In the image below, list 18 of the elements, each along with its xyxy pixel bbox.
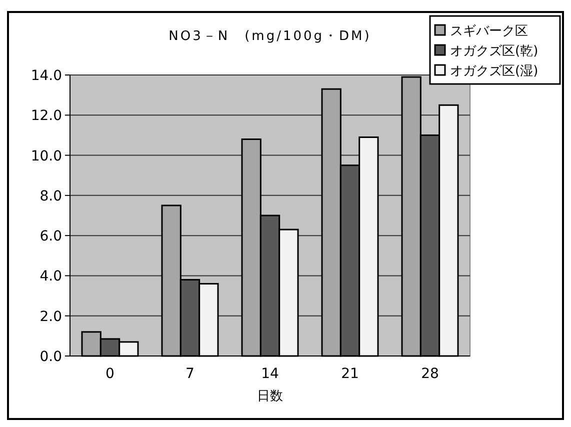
y-tick-label: 2.0 bbox=[40, 308, 62, 325]
x-tick-label: 28 bbox=[421, 366, 439, 382]
x-tick-label: 0 bbox=[106, 366, 114, 382]
chart-title: NO3－N (mg/100g・DM) bbox=[168, 29, 372, 44]
y-tick-label: 6.0 bbox=[40, 228, 62, 245]
y-tick-label: 4.0 bbox=[40, 268, 62, 285]
y-tick-label: 8.0 bbox=[40, 188, 62, 204]
y-tick-label: 0.0 bbox=[40, 349, 62, 365]
x-tick-label: 21 bbox=[341, 366, 359, 382]
x-tick-label: 14 bbox=[261, 366, 279, 382]
x-tick-label: 7 bbox=[186, 366, 194, 382]
legend-label: スギバーク区 bbox=[450, 24, 528, 39]
x-axis-title: 日数 bbox=[257, 389, 283, 404]
legend-label: オガクズ区(乾) bbox=[450, 44, 538, 59]
y-tick-label: 10.0 bbox=[30, 148, 62, 164]
legend-label: オガクズ区(湿) bbox=[450, 64, 538, 79]
y-tick-label: 12.0 bbox=[30, 108, 62, 124]
y-tick-label: 14.0 bbox=[30, 68, 62, 84]
